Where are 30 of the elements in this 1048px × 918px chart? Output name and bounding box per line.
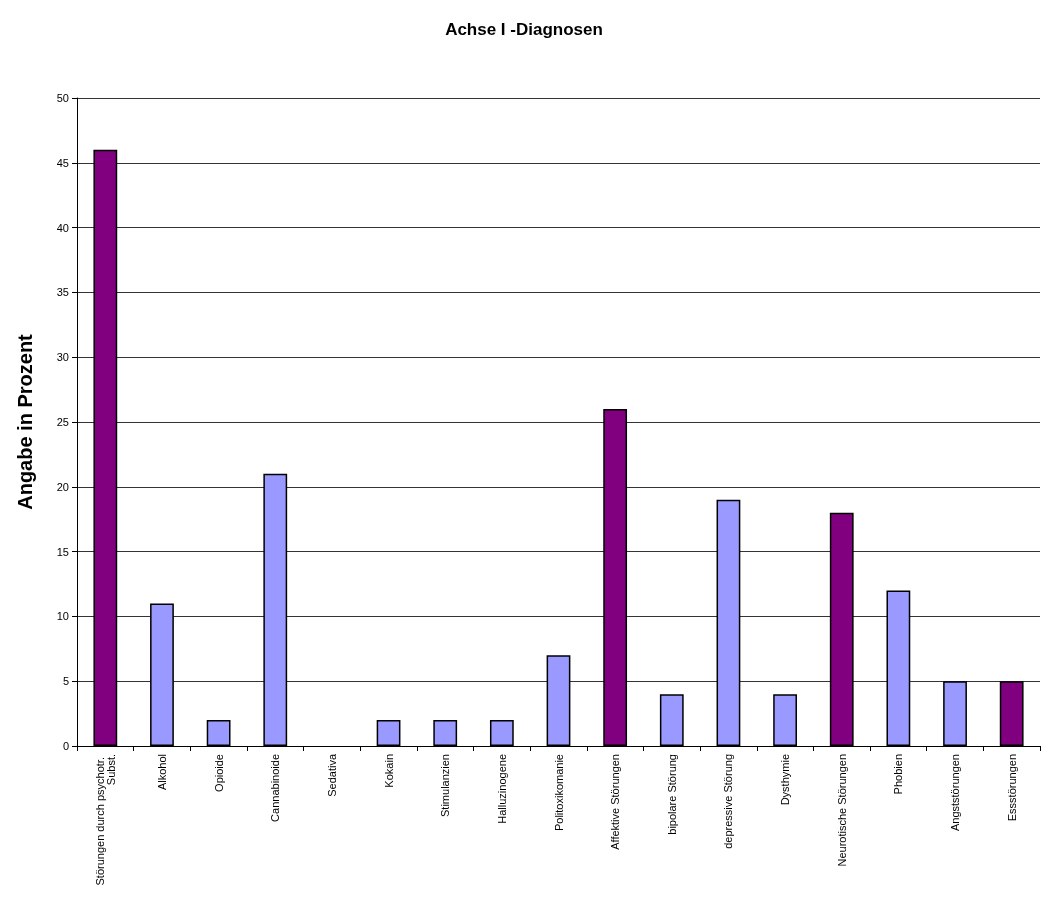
x-tick-label: Neurotische Störungen xyxy=(835,754,848,867)
x-tick-label: Cannabinoide xyxy=(269,754,282,822)
x-tick-label: Sedativa xyxy=(325,753,338,797)
y-tick-label: 30 xyxy=(56,351,69,364)
x-tick-label: Politoxikomanie xyxy=(552,754,565,832)
chart-title: Achse I -Diagnosen xyxy=(445,20,603,39)
x-tick-label: Dysthymie xyxy=(779,754,792,806)
x-tick-label: Alkohol xyxy=(155,754,168,791)
x-tick-label: Störungen durch psychotr. Subst. xyxy=(93,754,117,886)
x-tick-label: Affektive Störungen xyxy=(609,754,622,850)
y-tick-label: 50 xyxy=(56,92,69,104)
y-tick-label: 45 xyxy=(56,156,69,169)
x-tick-label: Essstörungen xyxy=(1005,754,1018,822)
x-tick-label: depressive Störung xyxy=(722,754,735,849)
x-tick-label: Opioide xyxy=(212,754,225,792)
x-tick-label: bipolare Störung xyxy=(665,754,678,835)
y-tick-label: 15 xyxy=(56,545,69,558)
y-tick-label: 35 xyxy=(56,286,69,299)
x-tick-label: Angststörungen xyxy=(949,754,962,832)
x-tick-label: Kokain xyxy=(382,754,395,788)
y-axis-title: Angabe in Prozent xyxy=(14,333,36,510)
x-tick-label: Halluzinogene xyxy=(495,754,508,824)
y-tick-label: 10 xyxy=(56,610,69,623)
y-tick-label: 20 xyxy=(56,480,69,493)
y-tick-label: 0 xyxy=(62,740,69,752)
x-tick-label: Phobien xyxy=(892,754,905,795)
y-tick-label: 5 xyxy=(62,675,69,688)
y-tick-label: 40 xyxy=(56,221,69,234)
x-tick-label: Stimulanzien xyxy=(439,754,452,817)
y-tick-label: 25 xyxy=(56,416,69,428)
